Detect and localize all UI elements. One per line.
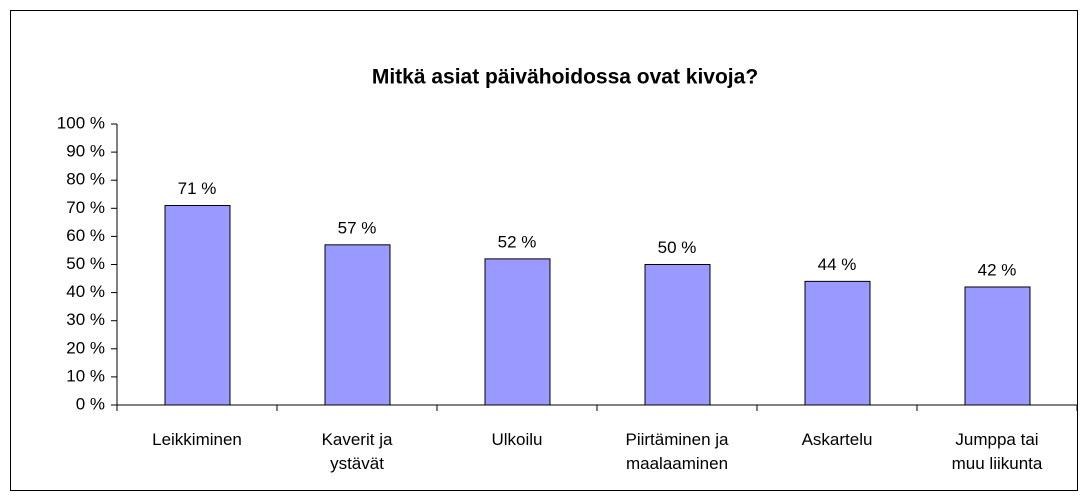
chart-title: Mitkä asiat päivähoidossa ovat kivoja? bbox=[372, 66, 758, 89]
data-label: 42 % bbox=[978, 260, 1017, 279]
x-tick-label: Ulkoilu bbox=[491, 430, 543, 449]
bar bbox=[324, 244, 391, 406]
y-tick-label: 30 % bbox=[66, 310, 105, 329]
y-tick-label: 40 % bbox=[66, 282, 105, 301]
y-tick-label: 0 % bbox=[76, 394, 105, 413]
x-tick-label: Jumppa tai muu liikunta bbox=[951, 430, 1043, 473]
bar bbox=[164, 204, 231, 406]
data-label: 52 % bbox=[498, 232, 537, 251]
data-label: 71 % bbox=[178, 179, 217, 198]
y-tick-label: 80 % bbox=[66, 170, 105, 189]
y-tick-label: 90 % bbox=[66, 142, 105, 161]
x-tick-label: Piirtäminen ja maalaaminen bbox=[625, 430, 729, 473]
data-label: 50 % bbox=[658, 238, 697, 257]
bar bbox=[964, 286, 1031, 406]
bar bbox=[484, 258, 551, 406]
y-tick-label: 50 % bbox=[66, 254, 105, 273]
y-tick-label: 100 % bbox=[57, 113, 105, 132]
data-label: 44 % bbox=[818, 255, 857, 274]
bar bbox=[804, 280, 871, 406]
x-tick-label: Askartelu bbox=[801, 430, 873, 449]
bar bbox=[644, 264, 711, 406]
y-tick-label: 60 % bbox=[66, 226, 105, 245]
y-tick-label: 10 % bbox=[66, 366, 105, 385]
data-label: 57 % bbox=[338, 218, 377, 237]
y-tick-label: 20 % bbox=[66, 338, 105, 357]
x-tick-label: Kaverit ja ystävät bbox=[321, 430, 393, 473]
x-tick-label: Leikkiminen bbox=[152, 430, 242, 449]
y-tick-label: 70 % bbox=[66, 198, 105, 217]
